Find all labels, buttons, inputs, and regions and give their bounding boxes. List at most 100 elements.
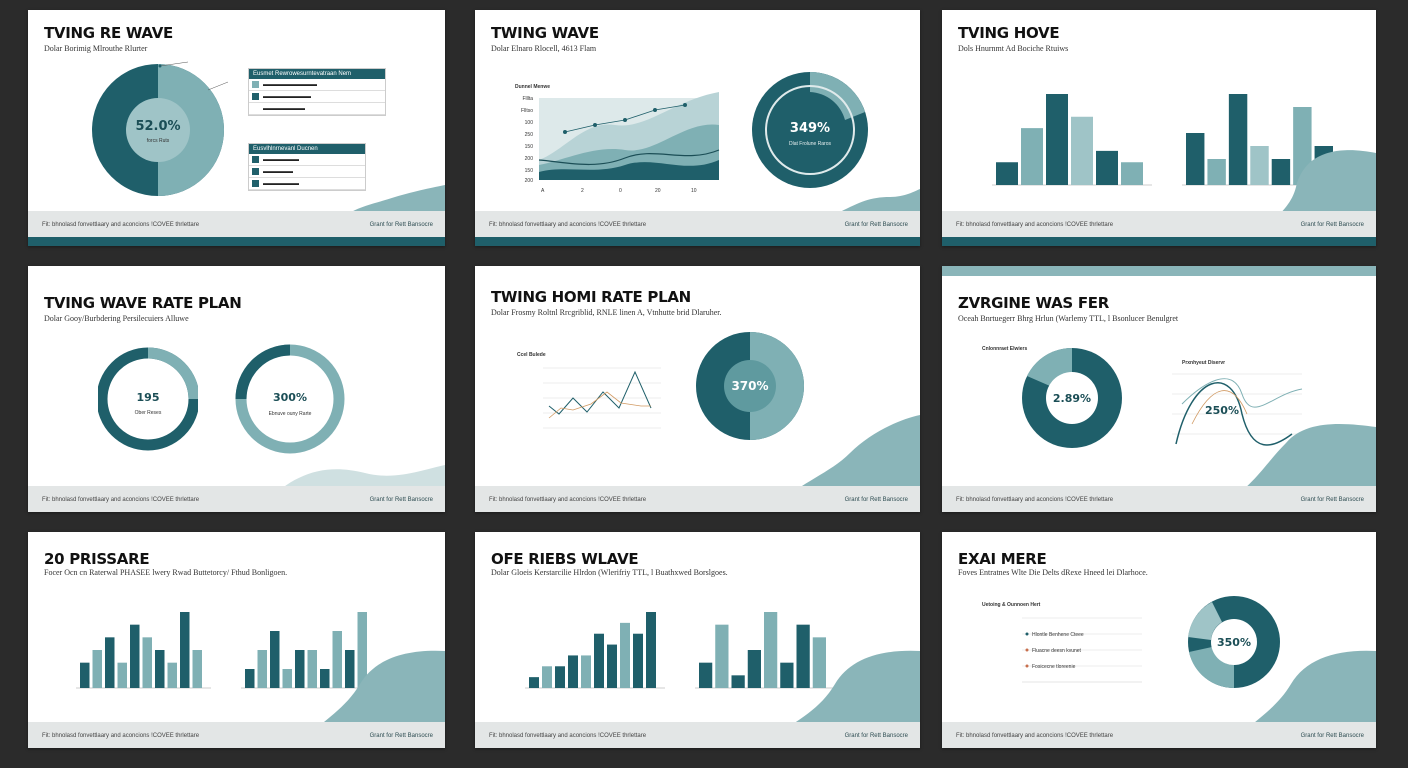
bar [1021,128,1043,185]
svg-text:100: 100 [525,120,534,126]
bar [594,633,604,688]
bar [332,631,342,688]
slide-subtitle: Focer Ocn cn Raterwal PHASEE lwery Rwad … [44,568,288,577]
slide-9[interactable]: EXAI MERE Foves Entratnes Wlte Die Delts… [942,532,1376,748]
bottom-bar [28,237,445,246]
bar [257,650,267,688]
ring-value: 195 [137,391,160,404]
footer-band [28,722,445,748]
donut-chart: Cnlonnraet Elwiers 2.89% [982,346,1122,448]
bar [1096,150,1118,185]
footer-text: Fit: bhnolasd fonvettlaary and aconcions… [956,497,1114,503]
slide-5[interactable]: TWING HOMI RATE PLAN Dolar Frosmy Roltnl… [475,266,920,512]
slide-title: 20 PRISSARE [44,550,150,568]
bar [796,624,810,688]
footer-band [28,211,445,237]
footer-text: Fit: bhnolasd fonvettlaary and aconcions… [489,733,647,739]
donut-chart: 349% Dlat Frolune Raros [752,72,868,188]
footer-right-text: Grant for Rett Bansocre [844,733,908,739]
slide-3[interactable]: TVING HOVE Dols Hnurnmt Ad Bociche Rtuiw… [942,10,1376,246]
footer-right-text: Grant for Rett Bansocre [1300,733,1364,739]
bottom-bar [475,237,920,246]
slide-6[interactable]: ZVRGINE WAS FER Oceah Bnrtuegerr Bhrg Hr… [942,266,1376,512]
slide-1[interactable]: TVING RE WAVE Dolar Borimig Mlrouthe Rlu… [28,10,445,246]
top-band [942,266,1376,276]
slide-title: TWING WAVE [491,24,599,42]
svg-text:250: 250 [525,132,534,138]
bar [731,675,745,688]
bar [1271,159,1291,185]
footer-text: Fit: bhnolasd fonvettlaary and aconcions… [42,222,200,228]
bar [282,669,292,688]
footer-band [942,211,1376,237]
center-value: 350% [1217,636,1251,649]
bar [117,662,127,688]
bar [92,650,102,688]
footer-text: Fit: bhnolasd fonvettlaary and aconcions… [42,497,200,503]
bar-chart-group [525,612,835,689]
svg-text:0: 0 [619,188,622,194]
ring-chart-right: 300% Ebnuve ouny Rarte [235,344,345,454]
bar [620,622,630,688]
slide-subtitle: Oceah Bnrtuegerr Bhrg Hrlun (Warlemy TTL… [958,314,1179,323]
slide-title: OFE RIEBS WLAVE [491,550,639,568]
bar [1186,133,1205,185]
slide-subtitle: Dolar Elnaro Rlocell, 4613 Flam [491,44,597,53]
footer-text: Fit: bhnolasd fonvettlaary and aconcions… [489,222,647,228]
footer-text: Fit: bhnolasd fonvettlaary and aconcions… [489,497,647,503]
bar [542,666,552,688]
area-chart: Dunnel Menwe Flllta Flltso 100 250 150 2… [515,84,720,194]
bar [529,677,539,688]
bar [320,669,330,688]
bar [192,650,202,688]
footer-band [475,211,920,237]
slide-title: ZVRGINE WAS FER [958,294,1110,312]
bar [357,612,367,688]
bar [1293,107,1312,185]
chart-title: Dunnel Menwe [515,84,550,90]
bar [105,637,115,688]
slide-title: TWING HOMI RATE PLAN [491,288,691,306]
table-header: Eusmet Rewrowesurntevatraan Nem [249,69,385,79]
donut-chart: 52.0% forcs Ruts [92,61,229,196]
bottom-bar [942,237,1376,246]
table-header: Eusvlhlnrnevanl Ducnen [249,144,365,154]
bar [699,662,713,688]
slide-title: TVING WAVE RATE PLAN [44,294,242,312]
bar [555,666,565,688]
svg-text:2: 2 [581,188,584,194]
bar [1121,162,1143,185]
ring-chart-left: 195 Ober Reses [98,347,198,451]
bar [715,624,729,688]
bar [1250,146,1269,185]
bar [780,662,794,688]
slide-2[interactable]: TWING WAVE Dolar Elnaro Rlocell, 4613 Fl… [475,10,920,246]
bar [996,162,1018,185]
bar [270,631,280,688]
footer-band [942,722,1376,748]
svg-text:150: 150 [525,168,534,174]
legend-table-2: Eusvlhlnrnevanl Ducnen ▬▬▬▬▬▬ ▬▬▬▬▬ ▬▬▬▬… [248,143,366,191]
footer-text: Fit: bhnolasd fonvettlaary and aconcions… [956,222,1114,228]
footer-band [942,486,1376,512]
bar [1046,94,1068,185]
footer-text: Fit: bhnolasd fonvettlaary and aconcions… [42,733,200,739]
svg-text:20: 20 [655,188,661,194]
bar [581,655,591,688]
row-label: Hlontle Benhene Cteee [1032,632,1084,638]
bar [747,650,761,688]
footer-right-text: Grant for Rett Bansocre [1300,497,1364,503]
row-label: Fosicecne tloreenie [1032,664,1076,670]
slide-8[interactable]: OFE RIEBS WLAVE Dolar Gloeis Kerstarcili… [475,532,920,748]
slide-title: TVING RE WAVE [44,24,173,42]
svg-text:Flllta: Flllta [522,96,533,102]
slide-7[interactable]: 20 PRISSARE Focer Ocn cn Raterwal PHASEE… [28,532,445,748]
chart-title: Cnlonnraet Elwiers [982,346,1028,352]
bar [245,669,255,688]
chart-title: Prxnhyeut Diservr [1182,360,1225,366]
slide-4[interactable]: TVING WAVE RATE PLAN Dolar Gooy/Burbderi… [28,266,445,512]
line-chart: Ccel Bulede [517,352,661,429]
slide-subtitle: Dolar Frosmy Roltnl Rrcgriblid, RNLE lin… [491,308,722,317]
bar [307,650,317,688]
bar [345,650,355,688]
